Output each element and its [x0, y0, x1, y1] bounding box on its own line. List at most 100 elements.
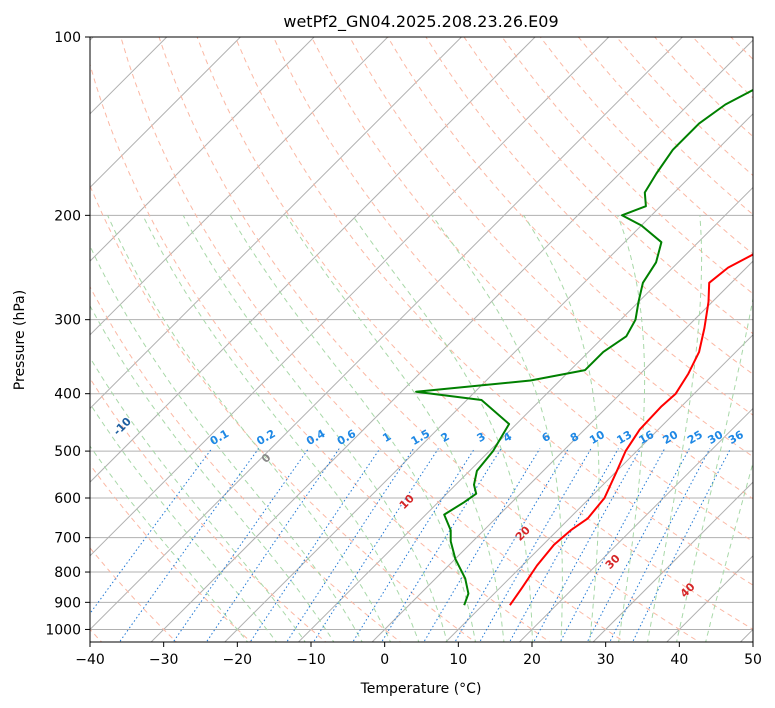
mixing-ratio-line [286, 448, 415, 642]
dry-adiabat-line [90, 62, 551, 642]
isotherm-line [90, 37, 536, 483]
isotherm-line [371, 260, 753, 642]
mixing-ratio-label: 8 [568, 430, 581, 445]
moist-adiabat-label: 40 [678, 580, 698, 600]
moist-adiabat-line [229, 215, 477, 642]
dry-adiabat-line [90, 463, 252, 642]
x-tick-label: −30 [149, 652, 179, 668]
dry-adiabat-label: -10 [111, 415, 134, 438]
plot-frame [89, 36, 754, 643]
mixing-ratio-label: 0.1 [208, 427, 231, 448]
x-axis-label: Temperature (°C) [360, 681, 482, 697]
isotherm-line [90, 37, 389, 336]
isotherm-line [739, 628, 753, 642]
y-tick-label: 100 [54, 30, 81, 46]
isotherm-line [90, 37, 463, 410]
y-tick-label: 500 [54, 444, 81, 460]
moist-adiabat-line [90, 445, 249, 642]
dry-adiabat-line [90, 547, 178, 642]
moist-adiabat-line [617, 215, 646, 642]
mixing-ratio-label: 10 [587, 428, 607, 447]
dry-adiabat-line [158, 37, 701, 642]
moist-adiabat-line [90, 304, 335, 642]
moist-adiabat-line [647, 215, 703, 642]
dry-adiabat-line [387, 37, 753, 416]
mixing-ratio-label: 1.5 [409, 427, 432, 448]
moist-adiabat-line [431, 215, 563, 642]
mixing-ratio-line [609, 448, 711, 642]
mixing-ratio-label: 30 [705, 428, 725, 447]
dry-adiabat-line [311, 37, 753, 500]
mixing-ratio-line [586, 448, 690, 642]
dry-adiabat-line [196, 37, 753, 630]
x-tick-label: 20 [523, 652, 541, 668]
x-tick-label: 50 [744, 652, 762, 668]
isotherm-line [224, 113, 753, 642]
mixing-ratio-label: 0.4 [304, 427, 328, 448]
y-tick-label: 1000 [45, 622, 81, 638]
x-tick-label: 40 [670, 652, 688, 668]
dry-adiabat-label: -20 [31, 381, 54, 404]
y-tick-label: 900 [54, 595, 81, 611]
mixing-ratio-label: 0.6 [335, 427, 359, 448]
y-tick-label: 600 [54, 491, 81, 507]
y-axis-label: Pressure (hPa) [12, 290, 28, 390]
dry-adiabat-line [463, 37, 753, 335]
moist-adiabat-line [523, 215, 600, 642]
mixing-ratio-label: 20 [661, 428, 681, 447]
dry-adiabat-line [90, 377, 327, 642]
moist-adiabat-line [90, 356, 306, 642]
y-tick-label: 700 [54, 531, 81, 547]
mixing-ratio-line [249, 448, 381, 642]
mixing-ratio-line [172, 448, 310, 642]
mixing-ratio-line [559, 448, 666, 642]
isotherm-line [90, 37, 315, 262]
moist-adiabat-line [142, 215, 420, 642]
isotherm-line [90, 37, 242, 189]
dry-adiabat-line [272, 37, 753, 543]
y-tick-label: 800 [54, 565, 81, 581]
mixing-ratio-line [423, 448, 541, 642]
moist-adiabat-line [107, 215, 392, 642]
isotherm-line [518, 407, 753, 642]
x-tick-label: 0 [380, 652, 389, 668]
dry-adiabat-line [120, 37, 626, 642]
mixing-ratio-line [381, 448, 502, 642]
x-tick-label: −10 [296, 652, 326, 668]
dry-adiabat-line [539, 37, 753, 255]
moist-adiabat-line [285, 215, 505, 642]
x-axis: −40 −30 −20 −10 0 10 20 30 40 50 [75, 642, 762, 668]
dry-adiabat-line [692, 37, 753, 99]
dry-adiabat-line [90, 285, 402, 642]
mixing-ratio-label: 6 [540, 430, 553, 445]
mixing-ratio-line [118, 448, 260, 642]
isotherm-line [666, 555, 753, 642]
mixing-ratio-label: 1 [380, 430, 393, 445]
mixing-ratio-label: 3 [475, 430, 488, 445]
moist-adiabat-line [90, 402, 278, 642]
moist-adiabat-line [90, 244, 363, 642]
dry-adiabat-line [501, 37, 753, 295]
mixing-ratio-line [533, 448, 641, 642]
moist-adiabat-line [351, 215, 533, 642]
dry-adiabat-line [349, 37, 753, 458]
plot-area: -100-90-80-70-60-50-40-30-20-10010203040… [31, 37, 775, 644]
temperature-profile-line [509, 253, 753, 606]
dry-adiabat-line [769, 37, 775, 644]
x-tick-label: 10 [449, 652, 467, 668]
y-tick-label: 400 [54, 387, 81, 403]
isotherm-line [445, 334, 753, 642]
mixing-ratio-label: 25 [685, 428, 705, 447]
mixing-ratio-label: 2 [439, 430, 452, 445]
dry-adiabat-line [90, 184, 476, 642]
moist-adiabat-line [705, 461, 753, 642]
moist-adiabat-label: 10 [397, 492, 417, 512]
mixing-ratio-line [205, 448, 340, 642]
moist-adiabat-line [182, 215, 448, 642]
x-tick-label: 30 [597, 652, 615, 668]
mixing-ratio-line [509, 448, 619, 642]
x-tick-label: −20 [223, 652, 253, 668]
mixing-ratio-line [312, 448, 439, 642]
y-axis: 100 200 300 400 500 600 700 800 900 1000 [45, 30, 90, 638]
